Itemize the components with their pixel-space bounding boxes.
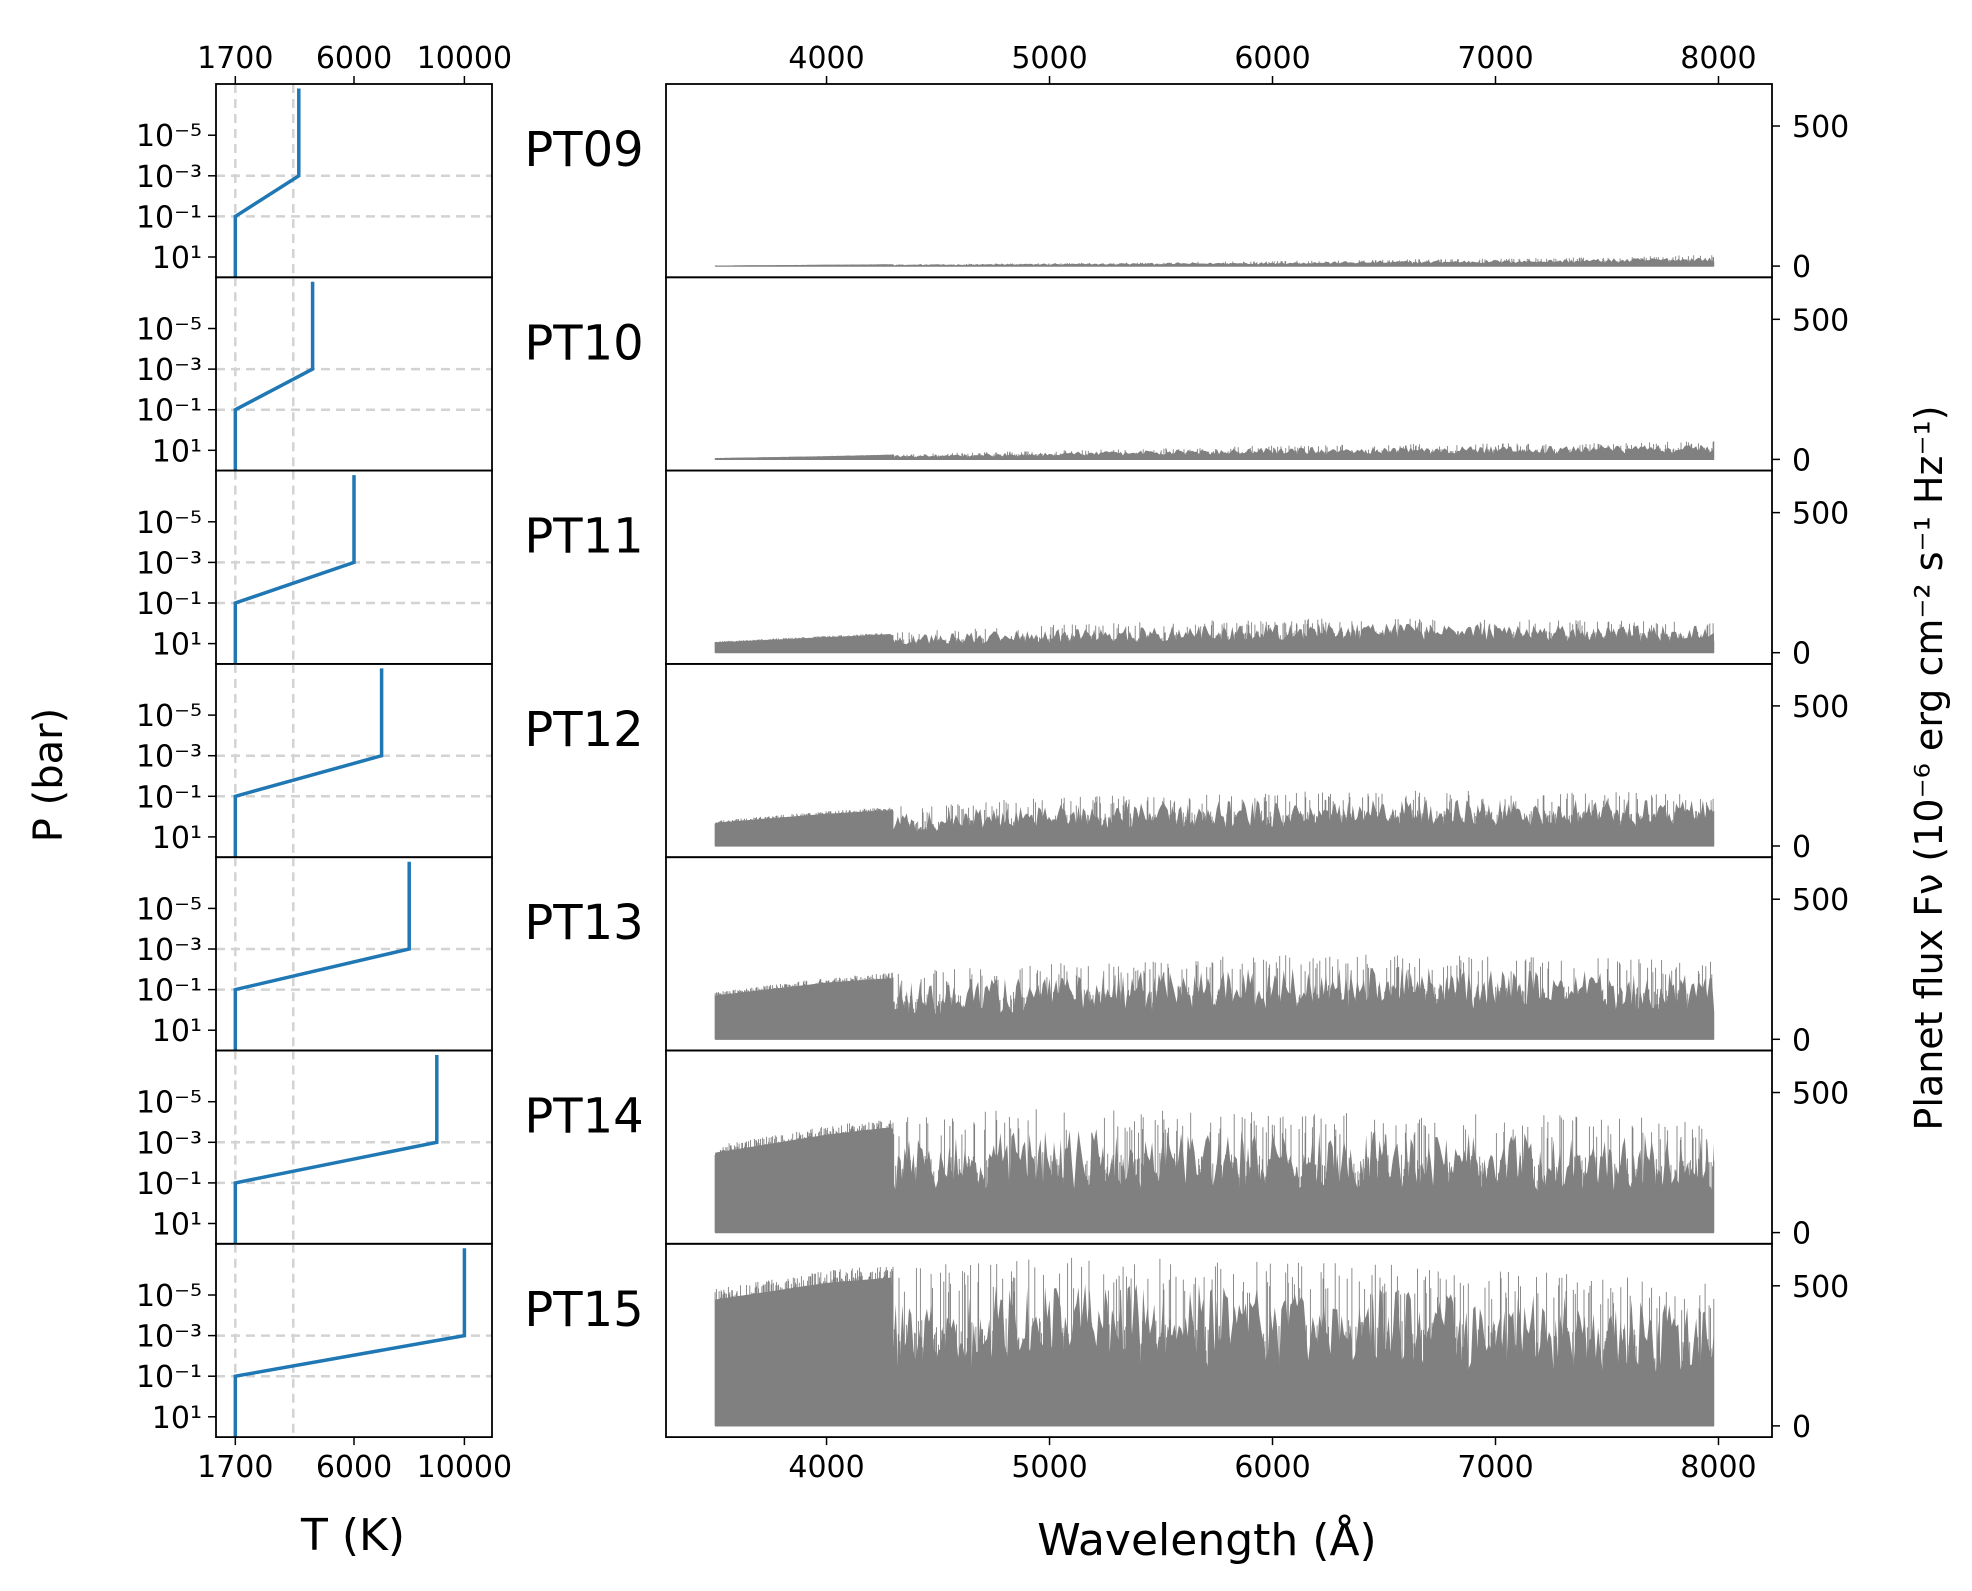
pt-y-axis-label: P (bar) (26, 708, 72, 842)
spectrum-y-axis-label: Planet flux Fν (10⁻⁶ erg cm⁻² s⁻¹ Hz⁻¹) (1907, 405, 1951, 1130)
panel-label: PT14 (524, 1089, 643, 1145)
spectrum-lines (714, 618, 1715, 653)
pt-profile-line (233, 475, 356, 664)
spectrum-y-tick-label: 500 (1792, 1077, 1849, 1112)
pt-x-tick-label: 10000 (417, 1450, 512, 1485)
spectrum-x-tick-label: 6000 (1234, 1450, 1310, 1485)
pt-y-tick-label: 10⁻⁵ (136, 313, 202, 348)
pt-profile-line (233, 1055, 439, 1244)
spectrum-fill (715, 623, 1715, 653)
pt-y-tick-label: 10¹ (152, 821, 202, 856)
pt-y-tick-label: 10⁻¹ (136, 974, 202, 1009)
spectrum-y-tick-label: 0 (1792, 250, 1811, 285)
panel-labels: PT09 PT10 PT11 PT12 PT13 PT14 PT15 (524, 122, 643, 1338)
panel-label: PT11 (524, 509, 643, 565)
spectrum-y-tick-label: 0 (1792, 1410, 1811, 1445)
pt-profile-line (233, 861, 411, 1051)
pt-y-tick-label: 10⁻³ (136, 1126, 202, 1161)
pt-panel-frame (215, 663, 493, 859)
spectrum-y-tick-label: 500 (1792, 883, 1849, 918)
pt-profile-line (233, 668, 384, 858)
spectrum-y-tick-label: 0 (1792, 1217, 1811, 1252)
spectrum-y-tick-label: 500 (1792, 303, 1849, 338)
pt-x-axis-label: T (K) (300, 1510, 405, 1561)
pt-y-tick-label: 10¹ (152, 628, 202, 663)
pt-y-tick-label: 10⁻⁵ (136, 119, 202, 154)
spectrum-x-axis-label: Wavelength (Å) (1037, 1513, 1376, 1566)
spectrum-x-tick-label: 8000 (1680, 1450, 1756, 1485)
spectrum-y-tick-label: 500 (1792, 690, 1849, 725)
spectrum-lines (714, 1109, 1715, 1233)
pt-x-tick-label: 6000 (316, 1450, 392, 1485)
spectrum-panel-frame (665, 276, 1773, 472)
pt-y-tick-label: 10¹ (152, 1014, 202, 1049)
pt-profile-line (233, 281, 315, 471)
pt-y-tick-label: 10⁻³ (136, 740, 202, 775)
spectrum-x-tick-label: 6000 (1234, 41, 1310, 76)
pt-y-tick-label: 10⁻⁵ (136, 892, 202, 927)
pt-y-tick-label: 10⁻¹ (136, 1360, 202, 1395)
spectrum-x-tick-label: 8000 (1680, 41, 1756, 76)
panel-label: PT09 (524, 122, 643, 178)
pt-y-tick-label: 10⁻⁵ (136, 506, 202, 541)
pt-y-tick-label: 10⁻¹ (136, 1167, 202, 1202)
spectrum-y-tick-label: 500 (1792, 1270, 1849, 1305)
pt-panel-frame (215, 276, 493, 472)
pt-y-tick-label: 10¹ (152, 1208, 202, 1243)
panel-label: PT12 (524, 702, 643, 758)
pt-panel-frame (215, 1049, 493, 1245)
pt-y-tick-label: 10⁻³ (136, 353, 202, 388)
pt-y-tick-label: 10⁻¹ (136, 394, 202, 429)
spectrum-y-tick-label: 0 (1792, 830, 1811, 865)
pt-y-tick-label: 10⁻¹ (136, 780, 202, 815)
pt-y-tick-label: 10¹ (152, 434, 202, 469)
pt-profile-line (233, 88, 301, 278)
spectrum-lines (714, 1257, 1715, 1426)
pt-y-tick-label: 10¹ (152, 1401, 202, 1436)
spectrum-x-tick-label: 5000 (1011, 41, 1087, 76)
pt-y-tick-label: 10¹ (152, 241, 202, 276)
spectrum-x-tick-label: 5000 (1011, 1450, 1087, 1485)
pt-y-tick-label: 10⁻¹ (136, 200, 202, 235)
spectrum-panel-frame (665, 1242, 1773, 1439)
pt-y-tick-label: 10⁻³ (136, 933, 202, 968)
pt-x-tick-label: 1700 (197, 1450, 273, 1485)
pt-y-tick-label: 10⁻¹ (136, 587, 202, 622)
spectrum-y-tick-label: 500 (1792, 497, 1849, 532)
spectrum-panel-frame (665, 83, 1773, 279)
pt-x-tick-label: 10000 (417, 41, 512, 76)
spectrum-lines (714, 790, 1715, 846)
pt-panel-frame (215, 1242, 493, 1439)
pt-panel-frame (215, 856, 493, 1052)
pt-y-tick-label: 10⁻⁵ (136, 1086, 202, 1121)
spectrum-y-tick-label: 500 (1792, 110, 1849, 145)
spectrum-x-tick-label: 4000 (788, 1450, 864, 1485)
pt-profiles-column: 10⁻⁵ 10⁻³ 10⁻¹ 10¹ 1700 6000 10000 10⁻⁵ 10⁻³ 10⁻¹… (136, 41, 512, 1485)
spectrum-y-tick-label: 0 (1792, 1023, 1811, 1058)
spectrum-y-tick-label: 0 (1792, 637, 1811, 672)
pt-panel-frame (215, 83, 493, 279)
panel-label: PT10 (524, 315, 643, 371)
pt-y-tick-label: 10⁻³ (136, 1320, 202, 1355)
pt-y-tick-label: 10⁻⁵ (136, 699, 202, 734)
spectrum-fill (715, 256, 1715, 267)
pt-x-tick-label: 1700 (197, 41, 273, 76)
spectrum-y-tick-label: 0 (1792, 443, 1811, 478)
pt-y-tick-label: 10⁻⁵ (136, 1279, 202, 1314)
spectrum-x-tick-label: 7000 (1457, 41, 1533, 76)
pt-profile-line (233, 1248, 467, 1438)
spectrum-x-tick-label: 4000 (788, 41, 864, 76)
pt-y-tick-label: 10⁻³ (136, 160, 202, 195)
panel-label: PT15 (524, 1282, 643, 1338)
pt-y-tick-label: 10⁻³ (136, 546, 202, 581)
pt-x-tick-label: 6000 (316, 41, 392, 76)
spectrum-lines (714, 954, 1715, 1040)
spectrum-x-tick-label: 7000 (1457, 1450, 1533, 1485)
panel-label: PT13 (524, 895, 643, 951)
